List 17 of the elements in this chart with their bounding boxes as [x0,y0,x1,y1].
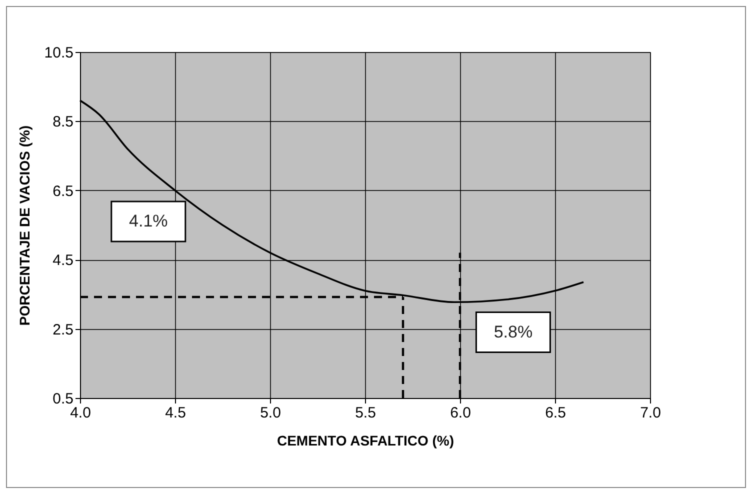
x-tick-label: 6.0 [450,404,471,422]
y-tick-label: 6.5 [52,182,74,200]
y-tick-label: 2.5 [52,321,74,338]
y-tick-label: 4.5 [52,252,74,270]
y-tick-label: 10.5 [44,44,74,62]
x-tick-label: 5.0 [260,404,281,422]
x-tick-label: 4.5 [165,404,186,422]
y-tick-label: 0.5 [52,390,74,408]
annotation: 5.8% [494,322,533,342]
y-tick-label: 8.5 [52,114,74,131]
x-tick-label: 7.0 [640,404,661,422]
x-axis-title: CEMENTO ASFALTICO (%) [276,432,454,448]
x-tick-label: 5.5 [355,404,376,422]
annotation: 4.1% [129,212,168,231]
y-axis-title: PORCENTAJE DE VACIOS (%) [16,125,32,326]
x-tick-label: 6.5 [545,404,566,422]
x-tick-label: 4.0 [70,404,91,422]
